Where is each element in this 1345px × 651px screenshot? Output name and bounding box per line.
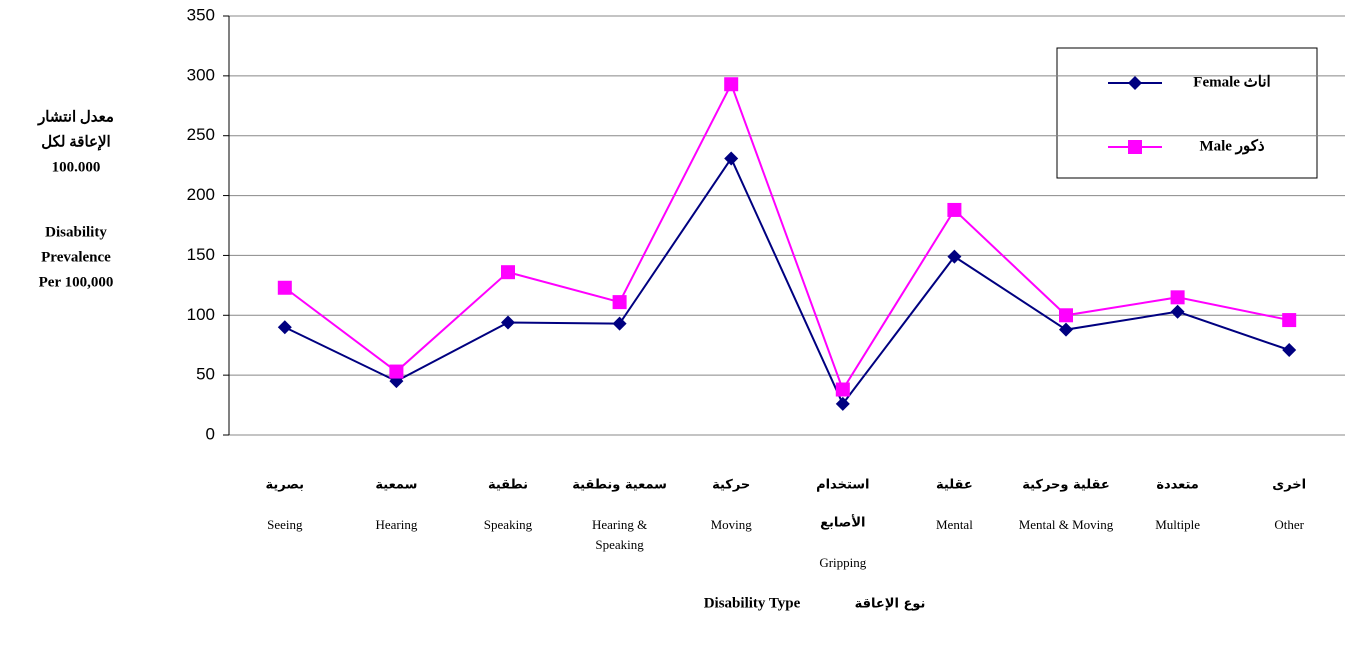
y-label: Disability <box>45 224 107 240</box>
x-tick-label: سمعية <box>375 478 417 493</box>
legend-box <box>1056 47 1318 179</box>
legend-marker <box>1128 76 1142 90</box>
marker <box>724 151 739 166</box>
x-tick-label: Other <box>1274 517 1304 532</box>
marker <box>1170 290 1185 305</box>
y-tick-label: 0 <box>206 424 215 443</box>
x-tick-label: Mental <box>936 517 973 532</box>
marker <box>277 280 292 295</box>
x-tick-label: استخدام <box>816 478 869 493</box>
legend-label: اناث Female <box>1193 74 1270 90</box>
y-label: الإعاقة لكل <box>41 134 110 150</box>
x-tick-label: عقلية وحركية <box>1022 478 1110 493</box>
x-tick-label: Speaking <box>595 537 644 552</box>
marker <box>835 382 850 397</box>
x-tick-label: عقلية <box>936 478 973 493</box>
y-tick-label: 250 <box>187 125 215 144</box>
legend-label: ذكور Male <box>1199 138 1264 154</box>
x-label: نوع الإعاقة <box>855 597 926 612</box>
marker <box>724 77 739 92</box>
x-tick-label: Speaking <box>484 517 533 532</box>
y-tick-label: 100 <box>187 305 215 324</box>
x-tick-label: اخرى <box>1272 478 1306 493</box>
x-tick-label: الأصابع <box>820 514 865 531</box>
marker <box>947 202 962 217</box>
marker <box>835 396 850 411</box>
marker <box>501 265 515 280</box>
x-tick-label: Seeing <box>267 517 303 532</box>
y-tick-label: 350 <box>187 5 215 24</box>
x-tick-label: سمعية ونطقية <box>572 478 667 493</box>
marker <box>277 320 292 335</box>
marker <box>612 316 627 331</box>
x-tick-label: Hearing <box>375 517 417 532</box>
series-line <box>284 81 1290 392</box>
x-tick-label: نطقية <box>488 478 528 493</box>
x-tick-label: Multiple <box>1155 517 1200 532</box>
legend-marker <box>1128 140 1142 154</box>
x-tick-label: Gripping <box>819 555 866 570</box>
x-tick-label: بصرية <box>266 478 305 493</box>
x-tick-label: متعددة <box>1156 478 1199 493</box>
x-tick-label: حركية <box>712 478 750 493</box>
x-tick-label: Mental & Moving <box>1019 517 1114 532</box>
marker <box>1282 313 1297 328</box>
y-label: Per 100,000 <box>39 274 114 290</box>
marker <box>389 364 404 379</box>
marker <box>947 249 962 264</box>
y-label: 100.000 <box>52 159 101 175</box>
marker <box>612 295 627 310</box>
marker <box>501 315 515 330</box>
y-label: معدل انتشار <box>37 109 114 125</box>
x-label: Disability Type <box>704 595 801 611</box>
x-tick-label: Moving <box>711 517 753 532</box>
y-tick-label: 50 <box>196 365 215 384</box>
y-tick-label: 300 <box>187 65 215 84</box>
x-tick-label: Hearing & <box>592 517 647 532</box>
series-line <box>284 156 1290 406</box>
y-tick-label: 200 <box>187 185 215 204</box>
marker <box>1170 304 1185 319</box>
marker <box>1059 308 1073 323</box>
y-label: Prevalence <box>41 249 111 265</box>
y-tick-label: 150 <box>187 245 215 264</box>
marker <box>1059 322 1073 337</box>
marker <box>1282 343 1297 358</box>
